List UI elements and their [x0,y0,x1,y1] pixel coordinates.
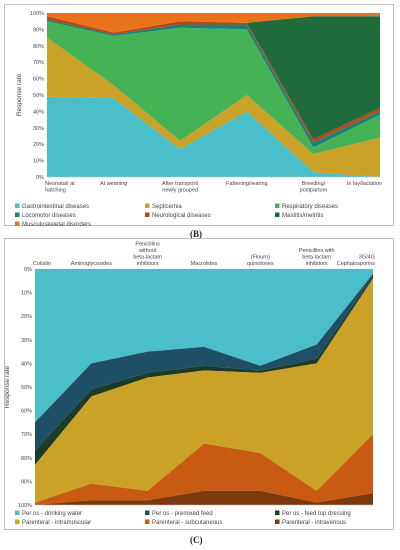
y-axis-label: Response rate [16,73,23,116]
x-tick-label: Breeding/postpartum [300,181,328,194]
legend-item: Mastitis/metritis [282,213,323,219]
y-tick-label: 60% [33,77,44,83]
y-tick-label: 90% [21,479,32,485]
x-tick-label: Penicillins with beta-lactam inhibitors [299,248,335,267]
x-tick-label: At weaning [100,181,127,187]
legend-item: Parenteral - intravenous [282,520,346,526]
legend-swatch [15,510,20,515]
x-tick-label: Penicillins without beta-lactam inhibitors [133,242,162,268]
legend-item: Per os - premixed feed [152,511,213,517]
y-tick-label: 30% [33,126,44,132]
area-series-mastitis-metritis [47,16,380,140]
legend-item: Per os - drinking water [22,511,82,517]
area-series-neurological-diseases [47,16,380,143]
x-tick-label: In lay/lactation [347,181,382,187]
legend-swatch [15,221,20,226]
x-tick-label: Neonatal/ at hatching [45,181,75,194]
x-tick-label: 3G/4G Cephalosporins [337,255,375,268]
legend-swatch [275,510,280,515]
area-chart-c: 0% 10% 20% 30% 40% 50% 60% 70% 80% 90% 100% Colisti… [5,242,375,527]
panel-label-b: (B) [190,229,202,239]
legend-swatch [15,212,20,217]
legend-swatch [145,212,150,217]
y-tick-label: 10% [33,159,44,165]
x-tick-label: Colistin [33,261,51,267]
legend-item: Parenteral - intramuscular [22,520,91,526]
legend-item: Neurological diseases [152,213,211,219]
x-tick-label: Macrolides [191,261,218,267]
y-tick-label: 100% [18,503,32,509]
area-chart-b: 0% 10% 20% 30% 40% 50% 60% 70% 80% 90% 100% Neonata… [15,11,382,227]
y-axis-label: Response rate [5,365,11,408]
y-tick-label: 80% [21,456,32,462]
area-series-respiratory-diseases [47,21,380,155]
legend-swatch [145,519,150,524]
y-tick-label: 30% [21,338,32,344]
legend-item: Musculoskeletal disorders [22,222,91,227]
y-tick-label: 40% [33,109,44,115]
legend-item: Gastrointestinal diseases [22,204,89,210]
y-tick-label: 40% [21,361,32,367]
area-series-per-os-premixed-feed [35,273,373,451]
y-tick-label: 0% [36,175,44,181]
x-tick-label: Aminoglycosides [71,261,113,267]
y-tick-label: 20% [21,314,32,320]
legend-swatch [145,510,150,515]
y-tick-label: 50% [33,93,44,99]
area-series-locomotor-diseases [47,19,380,148]
x-tick-label: After transport/newly grouped [162,181,199,194]
y-tick-label: 60% [21,409,32,415]
area-series-musculoskeletal-disorders [47,13,380,33]
y-tick-label: 100% [30,11,44,17]
chart-panel-c: 0% 10% 20% 30% 40% 50% 60% 70% 80% 90% 100% Colisti… [4,238,394,530]
area-series-per-os-drinking-water [35,269,373,423]
y-tick-label: 90% [33,27,44,33]
x-tick-label: Fattening/rearing [226,181,268,187]
y-tick-label: 20% [33,142,44,148]
y-tick-label: 70% [33,60,44,66]
y-tick-label: 70% [21,432,32,438]
y-tick-label: 0% [24,267,32,273]
legend-item: Parenteral - subcutaneous [152,520,222,526]
y-tick-label: 10% [21,291,32,297]
area-series-parenteral-intravenous [35,490,373,505]
x-tick-label: (Flouro) quinolones [247,255,274,268]
panel-label-c: (C) [190,535,203,545]
y-tick-label: 50% [21,385,32,391]
y-tick-label: 80% [33,44,44,50]
legend-swatch [275,519,280,524]
legend-swatch [15,203,20,208]
area-series-septicemia [47,37,380,177]
legend-item: Respiratory diseases [282,204,338,210]
legend-swatch [145,203,150,208]
legend-swatch [15,519,20,524]
legend-item: Locomotor diseases [22,213,76,219]
legend-item: Per os - feed top dressing [282,511,351,517]
area-series-parenteral-intramuscular [35,278,373,503]
legend-item: Septicemia [152,204,182,210]
legend-swatch [275,212,280,217]
chart-panel-b: 0% 10% 20% 30% 40% 50% 60% 70% 80% 90% 100% Neonata… [4,4,394,227]
legend-swatch [275,203,280,208]
